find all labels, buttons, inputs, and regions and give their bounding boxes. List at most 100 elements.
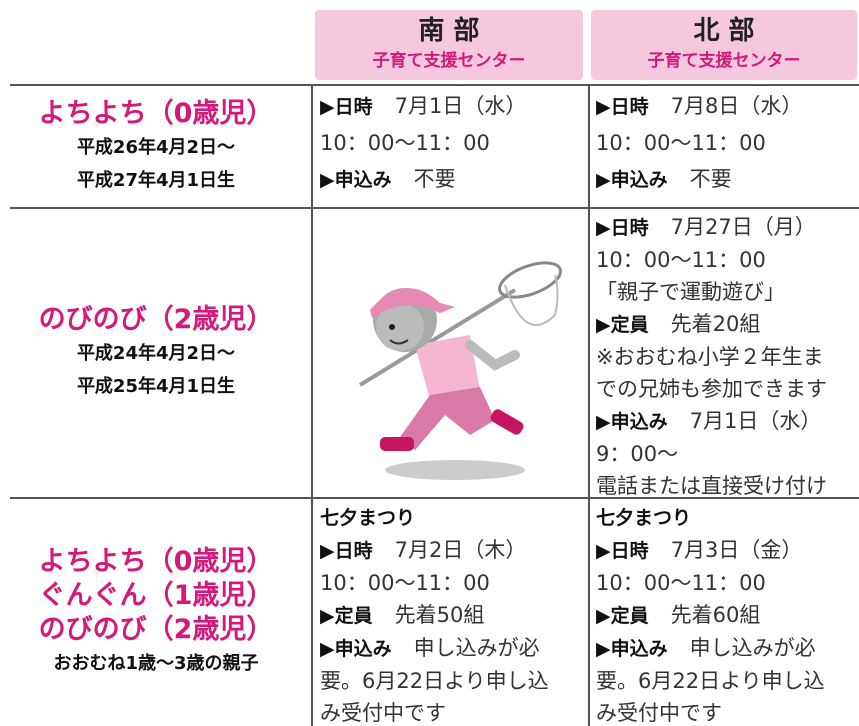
cell-text: 先着20組: [670, 312, 761, 336]
cell-text: 7月27日（月）: [670, 215, 816, 239]
row-label: のびのび（2歳児） 平成24年4月2日～ 平成25年4月1日生: [0, 209, 312, 497]
cell-label: 七夕まつり: [320, 507, 416, 529]
cell-text: 7月1日（水）: [394, 94, 527, 118]
cell-line: み受付中です: [320, 697, 586, 726]
cell: ▶日時 7月8日（水） 10：00～11：00 ▶申込み 不要: [596, 88, 859, 207]
cell-text: 不要: [413, 167, 456, 191]
cell-line: ▶日時 7月2日（木）: [320, 534, 586, 567]
cell: 七夕まつり ▶日時 7月2日（木） 10：00～11：00 ▶定員 先着50組 ▶申込み 申し…: [320, 501, 586, 726]
cell-text: み受付中です: [320, 701, 446, 725]
cell-line: 10：00～11：00: [596, 567, 859, 599]
header-title: 南 部: [418, 16, 480, 46]
row-note: 平成27年4月1日生: [76, 169, 236, 191]
cell-line: ▶日時 7月1日（水）: [320, 88, 586, 125]
cell-label: ▶申込み: [596, 411, 668, 433]
cell-text: 10：00～11：00: [320, 131, 490, 155]
cell-line: 10：00～11：00: [596, 125, 859, 161]
cell-text: 「親子で運動遊び」: [596, 280, 785, 304]
row-note: 平成26年4月2日～: [76, 136, 236, 158]
row-title: よちよち（0歳児）: [38, 546, 274, 577]
cell-label: ▶定員: [596, 314, 649, 336]
cell-label: ▶日時: [596, 540, 649, 562]
cell-line: ▶定員 先着20組: [596, 308, 859, 341]
row-line: [10, 497, 859, 499]
cell-label: ▶日時: [320, 96, 373, 118]
cell-text: での兄姉も参加できます: [596, 377, 827, 401]
cell-text: 9：00～: [596, 442, 679, 466]
cell-line: 電話または直接受け付け: [596, 470, 859, 497]
cell-line: ▶定員 先着50組: [320, 599, 586, 632]
cell-line: ▶申込み 申し込みが必: [320, 632, 586, 665]
cell-label: ▶定員: [320, 605, 373, 627]
cell-label: ▶申込み: [596, 638, 668, 660]
cell-label: ▶定員: [596, 605, 649, 627]
cell-line: 10：00～11：00: [320, 567, 586, 599]
row-line: [10, 84, 859, 86]
cell-text: 10：00～11：00: [596, 571, 766, 595]
row-note: 平成24年4月2日～: [76, 343, 236, 364]
header-cell: 南 部 子育て支援センター: [315, 10, 583, 80]
header-subtitle: 子育て支援センター: [647, 51, 801, 71]
cell-line: ▶日時 7月8日（水）: [596, 88, 859, 125]
row-label: よちよち（0歳児） ぐんぐん（1歳児） のびのび（2歳児） おおむね1歳～3歳の親子: [0, 499, 312, 726]
row-line: [10, 207, 859, 209]
cell-line: 要。6月22日より申し込: [596, 665, 859, 697]
cell-label: ▶日時: [596, 217, 649, 239]
row-title: ぐんぐん（1歳児）: [38, 580, 274, 611]
row-title: よちよち（0歳児）: [38, 97, 274, 129]
cell-line: ▶日時 7月27日（月）: [596, 211, 859, 244]
cell-text: 10：00～11：00: [320, 571, 490, 595]
cell-line: ▶申込み 申し込みが必: [596, 632, 859, 665]
header-title: 北 部: [693, 16, 755, 46]
cell-text: 7月2日（木）: [394, 538, 527, 562]
cell-line: 「親子で運動遊び」: [596, 276, 859, 308]
col-line: [311, 84, 313, 726]
cell-text: 要。6月22日より申し込: [320, 669, 549, 693]
cell-text: ※おおむね小学２年生ま: [596, 345, 824, 369]
cell-line: 10：00～11：00: [596, 244, 859, 276]
header-cell: 北 部 子育て支援センター: [591, 10, 857, 80]
cell-line: での兄姉も参加できます: [596, 373, 859, 405]
cell-text: 7月8日（水）: [670, 94, 803, 118]
cell-line: ▶申込み 不要: [596, 161, 859, 198]
cell: ▶日時 7月1日（水） 10：00～11：00 ▶申込み 不要: [320, 88, 586, 207]
cell-line: ▶申込み 不要: [320, 161, 586, 198]
cell-label: ▶日時: [596, 96, 649, 118]
cell-line: 要。6月22日より申し込: [320, 665, 586, 697]
cell-text: 電話または直接受け付け: [596, 474, 827, 497]
cell-line: ▶日時 7月3日（金）: [596, 534, 859, 567]
cell-text: 7月1日（水）: [689, 409, 822, 433]
row-note: 平成25年4月1日生: [76, 376, 236, 397]
col-line: [588, 84, 590, 726]
row-label: よちよち（0歳児） 平成26年4月2日～ 平成27年4月1日生: [0, 86, 312, 207]
cell-label: ▶申込み: [320, 638, 392, 660]
cell-text: み受付中です: [596, 701, 722, 725]
cell-line: 10：00～11：00: [320, 125, 586, 161]
row-title: のびのび（2歳児）: [38, 614, 274, 645]
header-subtitle: 子育て支援センター: [372, 51, 526, 71]
cell-text: 申し込みが必: [689, 636, 816, 660]
cell-label: ▶申込み: [596, 169, 668, 191]
row-title: のびのび（2歳児）: [38, 304, 274, 335]
cell-line: 七夕まつり: [320, 501, 586, 534]
cell-text: 先着60組: [670, 603, 761, 627]
cell-text: 要。6月22日より申し込: [596, 669, 825, 693]
cell-label: ▶日時: [320, 540, 373, 562]
cell-label: 七夕まつり: [596, 507, 692, 529]
cell-line: ▶申込み 7月1日（水）: [596, 405, 859, 438]
cell-line: 七夕まつり: [596, 501, 859, 534]
cell-text: 10：00～11：00: [596, 131, 766, 155]
illustration: [358, 261, 562, 480]
cell-text: 先着50組: [394, 603, 485, 627]
cell-label: ▶申込み: [320, 169, 392, 191]
cell-line: ▶定員 先着60組: [596, 599, 859, 632]
cell-text: 不要: [689, 167, 732, 191]
cell-text: 申し込みが必: [413, 636, 540, 660]
cell: ▶日時 7月27日（月） 10：00～11：00 「親子で運動遊び」 ▶定員 先着20組 ※…: [596, 211, 859, 497]
row-note: おおむね1歳～3歳の親子: [53, 653, 259, 674]
cell-line: 9：00～: [596, 438, 859, 470]
cell: 七夕まつり ▶日時 7月3日（金） 10：00～11：00 ▶定員 先着60組 ▶申込み 申し…: [596, 501, 859, 726]
cell-text: 7月3日（金）: [670, 538, 803, 562]
cell-text: 10：00～11：00: [596, 248, 766, 272]
